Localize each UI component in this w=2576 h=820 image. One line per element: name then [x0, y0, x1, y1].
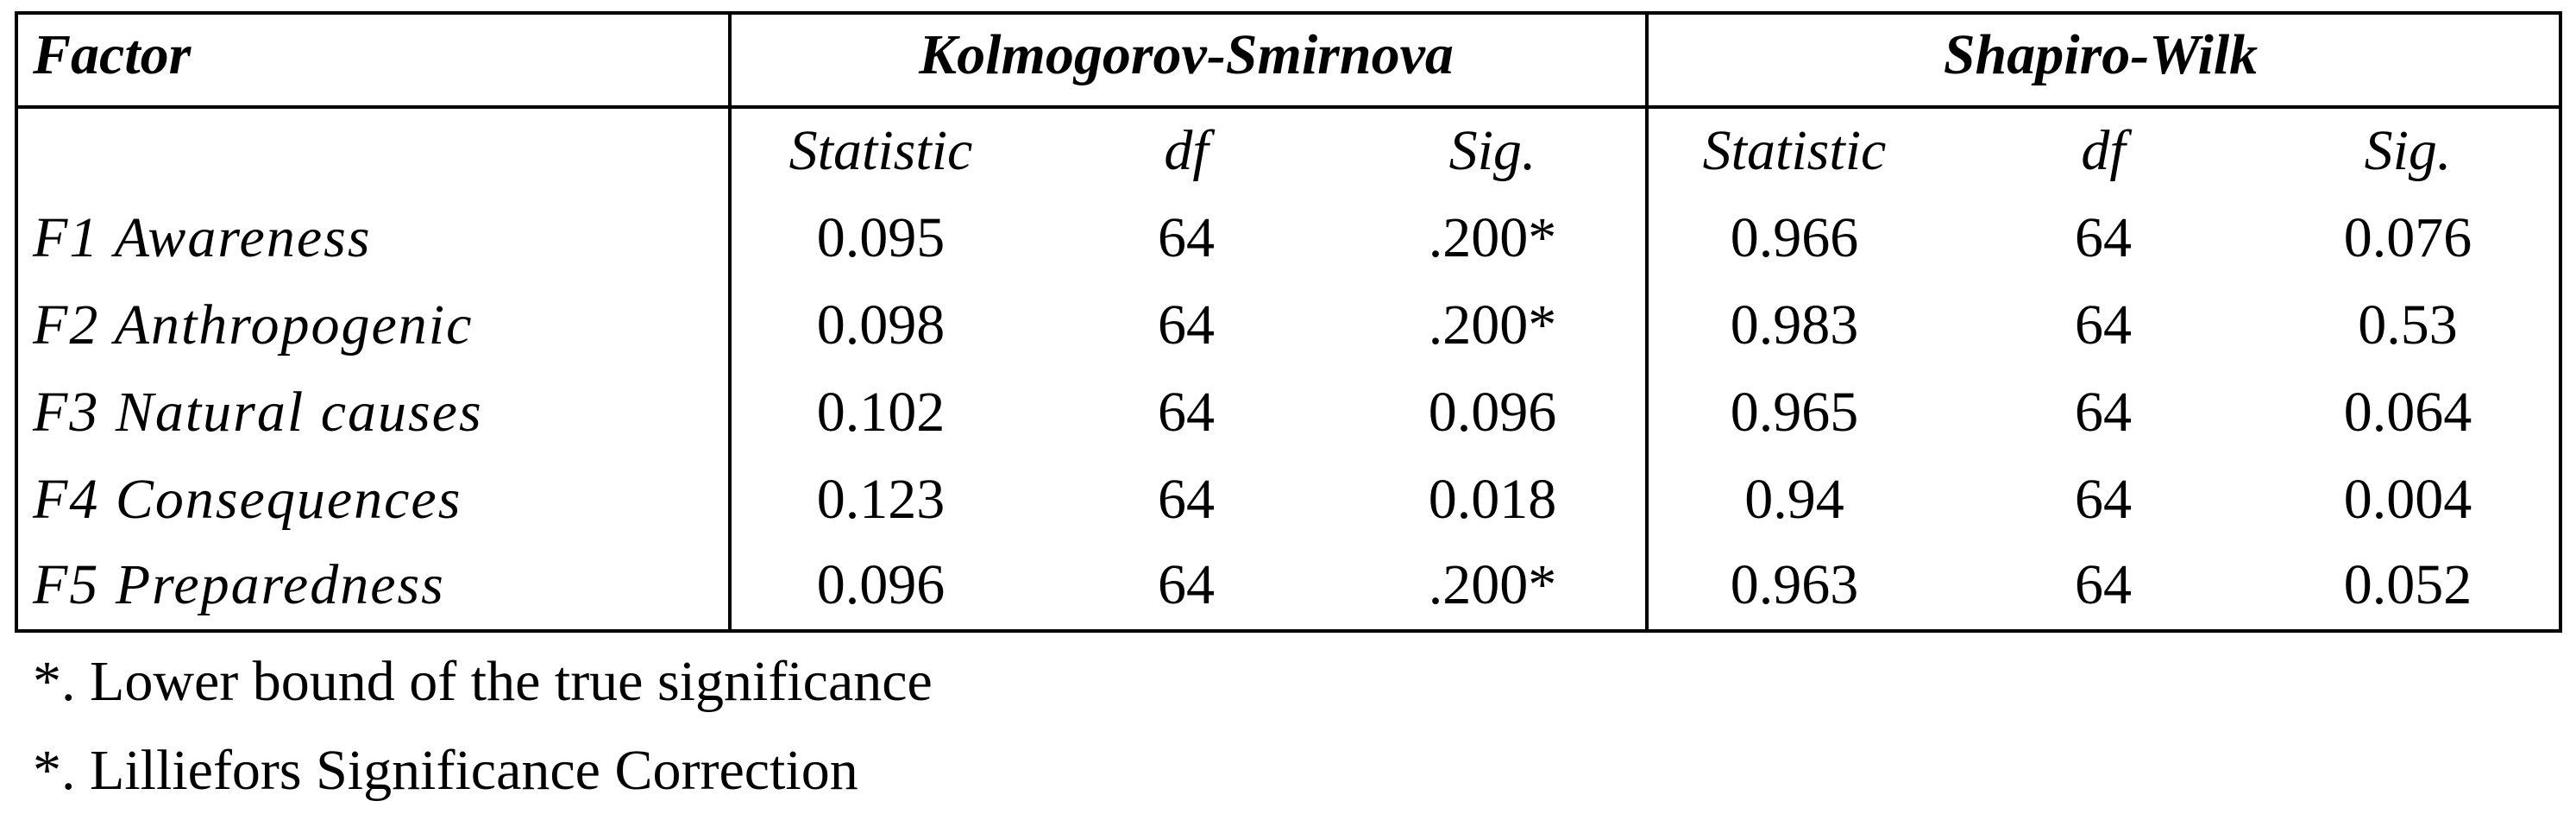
footnote: *. Lilliefors Significance Correction — [33, 739, 858, 802]
cell-value: .200* — [1429, 553, 1557, 616]
cell-value: 0.53 — [2358, 293, 2458, 356]
column-header: df — [2081, 119, 2132, 182]
cell-value: 64 — [2075, 553, 2132, 616]
cell-value: 0.098 — [817, 293, 946, 356]
cell-value: 64 — [1158, 293, 1215, 356]
cell-value: 64 — [2075, 381, 2132, 444]
cell-value: 64 — [1158, 553, 1215, 616]
cell-value: 0.096 — [1429, 381, 1557, 444]
cell-value: 0.983 — [1731, 293, 1859, 356]
group-header: Kolmogorov-Smirnova — [918, 23, 1454, 86]
cell-value: 0.94 — [1744, 468, 1844, 531]
column-header: Statistic — [1703, 119, 1887, 182]
cell-value: .200* — [1429, 293, 1557, 356]
row-label: F5 Preparedness — [32, 553, 445, 616]
cell-value: .200* — [1429, 206, 1557, 269]
cell-value: 64 — [1158, 206, 1215, 269]
factor-header: Factor — [32, 23, 192, 86]
cell-value: 0.965 — [1731, 381, 1859, 444]
column-header: Sig. — [2365, 119, 2452, 182]
column-header: df — [1164, 119, 1215, 182]
row-label: F2 Anthropogenic — [32, 293, 473, 356]
cell-value: 0.102 — [817, 381, 946, 444]
group-header: Shapiro-Wilk — [1944, 23, 2258, 86]
table-border — [15, 11, 2562, 633]
cell-value: 0.004 — [2344, 468, 2472, 531]
cell-value: 64 — [1158, 381, 1215, 444]
row-label: F3 Natural causes — [32, 381, 483, 444]
cell-value: 0.096 — [817, 553, 946, 616]
row-label: F1 Awareness — [32, 206, 372, 269]
cell-value: 64 — [2075, 206, 2132, 269]
footnote: *. Lower bound of the true significance — [33, 650, 933, 713]
cell-value: 64 — [1158, 468, 1215, 531]
cell-value: 0.064 — [2344, 381, 2472, 444]
cell-value: 0.095 — [817, 206, 946, 269]
cell-value: 0.018 — [1429, 468, 1557, 531]
cell-value: 0.123 — [817, 468, 946, 531]
cell-value: 0.076 — [2344, 206, 2472, 269]
cell-value: 64 — [2075, 293, 2132, 356]
column-header: Sig. — [1449, 119, 1536, 182]
column-header: Statistic — [789, 119, 973, 182]
cell-value: 0.052 — [2344, 553, 2472, 616]
cell-value: 0.963 — [1731, 553, 1859, 616]
cell-value: 64 — [2075, 468, 2132, 531]
cell-value: 0.966 — [1731, 206, 1859, 269]
row-label: F4 Consequences — [32, 468, 462, 531]
